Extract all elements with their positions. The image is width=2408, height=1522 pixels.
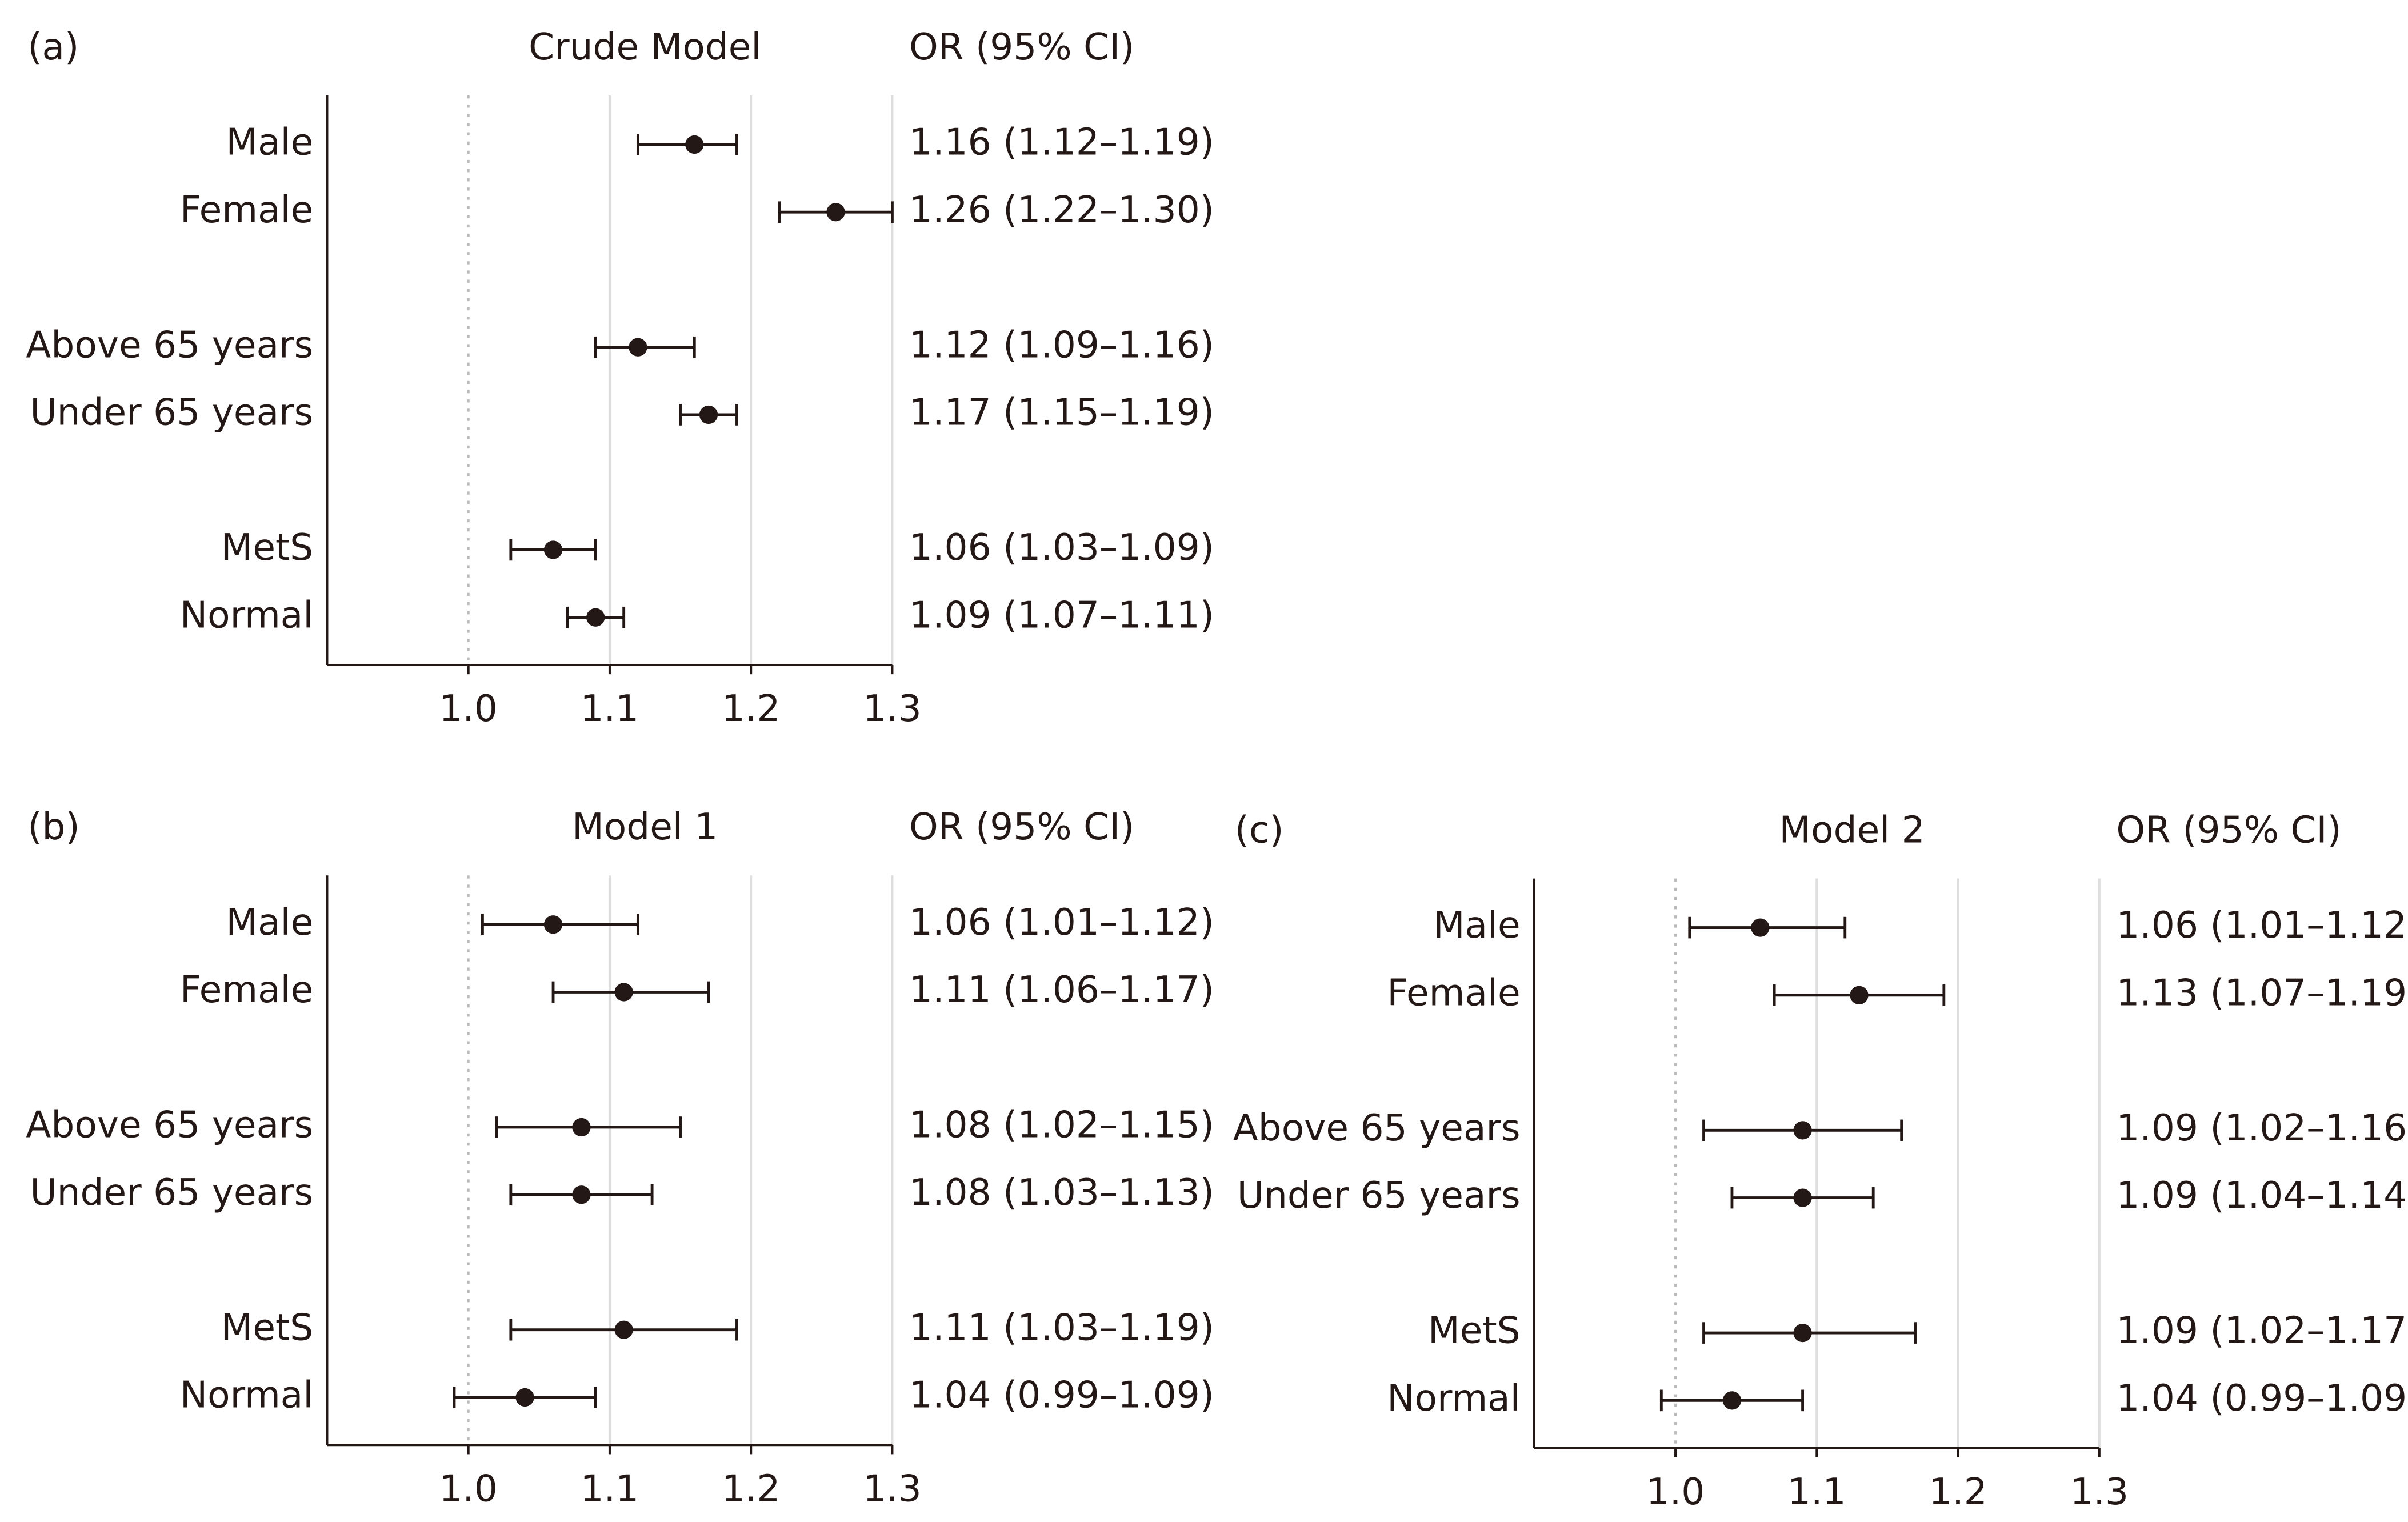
point (1751, 918, 1770, 937)
value-label: 1.06 (1.01–1.12) (909, 901, 1214, 944)
point (1793, 1323, 1812, 1343)
point (572, 1185, 591, 1204)
x-tick-label: 1.0 (1646, 1471, 1705, 1513)
value-label: 1.04 (0.99–1.09) (2116, 1377, 2408, 1420)
point (1793, 1121, 1812, 1140)
value-label: 1.06 (1.03–1.09) (909, 526, 1214, 569)
y-tick-label: Under 65 years (30, 391, 313, 434)
panel-label: (b) (27, 806, 79, 848)
value-label: 1.13 (1.07–1.19) (2116, 971, 2408, 1014)
x-tick-label: 1.3 (863, 687, 922, 730)
panel-label: (c) (1235, 809, 1284, 852)
y-tick-label: Female (1387, 971, 1520, 1014)
chart-title: Crude Model (529, 26, 761, 69)
chart-title: Model 2 (1779, 809, 1925, 852)
point (614, 1320, 633, 1339)
column-header: OR (95% CI) (909, 26, 1134, 69)
value-label: 1.08 (1.03–1.13) (909, 1171, 1214, 1214)
point (629, 338, 647, 357)
x-tick-label: 1.3 (863, 1467, 922, 1510)
y-tick-label: Normal (1387, 1377, 1520, 1420)
x-tick-label: 1.1 (1787, 1471, 1846, 1513)
point (572, 1118, 591, 1137)
column-header: OR (95% CI) (909, 806, 1134, 848)
y-tick-label: Above 65 years (26, 323, 313, 366)
value-label: 1.09 (1.02–1.16) (2116, 1107, 2408, 1149)
point (543, 915, 563, 934)
y-tick-label: Normal (180, 1374, 313, 1417)
x-tick-label: 1.2 (722, 1467, 781, 1510)
x-tick-label: 1.0 (439, 687, 498, 730)
point (515, 1388, 534, 1407)
x-tick-label: 1.1 (581, 687, 639, 730)
value-label: 1.16 (1.12–1.19) (909, 121, 1214, 164)
point (826, 203, 845, 222)
panel-label: (a) (27, 26, 79, 69)
y-tick-label: MetS (221, 1306, 314, 1349)
value-label: 1.11 (1.03–1.19) (909, 1306, 1214, 1349)
column-header: OR (95% CI) (2116, 809, 2341, 852)
point (586, 608, 605, 627)
y-tick-label: Above 65 years (1233, 1107, 1521, 1149)
y-tick-label: Male (226, 901, 313, 944)
x-tick-label: 1.2 (722, 687, 781, 730)
value-label: 1.09 (1.07–1.11) (909, 594, 1214, 636)
y-tick-label: Under 65 years (1237, 1174, 1521, 1217)
point (1722, 1391, 1742, 1410)
value-label: 1.11 (1.06–1.17) (909, 968, 1214, 1011)
value-label: 1.06 (1.01–1.12) (2116, 904, 2408, 947)
y-tick-label: Male (1433, 904, 1521, 947)
y-tick-label: Female (180, 968, 313, 1011)
point (699, 405, 718, 424)
x-tick-label: 1.0 (439, 1467, 498, 1510)
chart-title: Model 1 (572, 806, 718, 848)
point (1793, 1188, 1812, 1207)
x-tick-label: 1.3 (2070, 1471, 2129, 1513)
x-tick-label: 1.2 (1929, 1471, 1987, 1513)
y-tick-label: Female (180, 189, 313, 231)
y-tick-label: Male (226, 121, 313, 164)
y-tick-label: Under 65 years (30, 1171, 313, 1214)
point (543, 540, 563, 559)
value-label: 1.04 (0.99–1.09) (909, 1374, 1214, 1417)
point (614, 983, 633, 1002)
y-tick-label: MetS (221, 526, 314, 569)
value-label: 1.08 (1.02–1.15) (909, 1104, 1214, 1147)
y-tick-label: Normal (180, 594, 313, 636)
value-label: 1.12 (1.09–1.16) (909, 323, 1214, 366)
value-label: 1.09 (1.04–1.14) (2116, 1174, 2408, 1217)
value-label: 1.17 (1.15–1.19) (909, 391, 1214, 434)
point (685, 135, 704, 154)
x-tick-label: 1.1 (581, 1467, 639, 1510)
value-label: 1.26 (1.22–1.30) (909, 189, 1214, 231)
value-label: 1.09 (1.02–1.17) (2116, 1309, 2408, 1352)
y-tick-label: MetS (1428, 1309, 1521, 1352)
point (1850, 986, 1869, 1004)
y-tick-label: Above 65 years (26, 1104, 313, 1147)
